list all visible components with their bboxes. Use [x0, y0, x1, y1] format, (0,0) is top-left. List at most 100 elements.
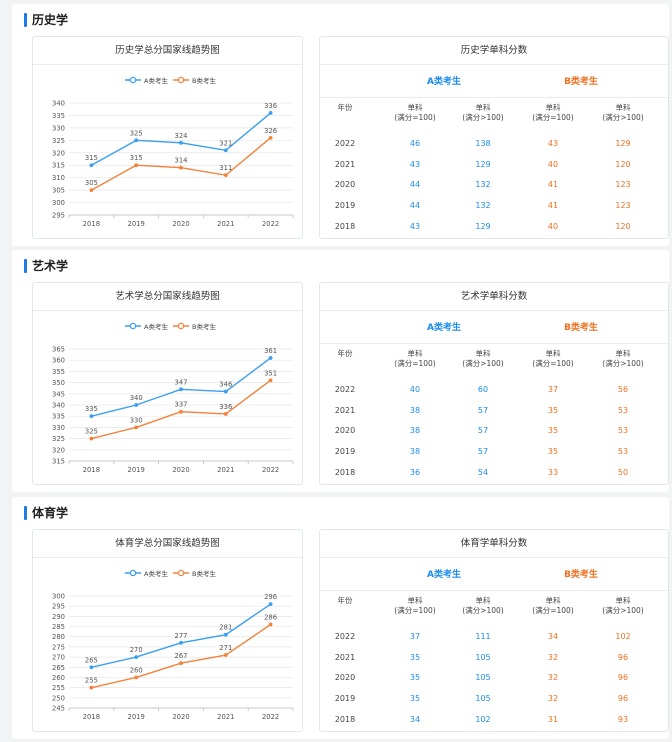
score-cell: 56: [617, 385, 629, 394]
col-header-label: 单科: [475, 596, 491, 605]
data-point[interactable]: [268, 378, 273, 383]
score-cell: 57: [477, 426, 489, 436]
table-row: 2020 44 132 41 123: [320, 175, 668, 195]
data-label: 324: [175, 132, 188, 140]
data-point[interactable]: [268, 602, 273, 607]
score-cell: 43: [547, 139, 559, 148]
year-cell: 2018: [334, 467, 356, 477]
y-tick-label: 270: [52, 654, 65, 662]
data-point[interactable]: [89, 163, 94, 168]
y-tick-label: 265: [52, 664, 65, 672]
col-header-label: 单科: [545, 596, 561, 605]
data-point[interactable]: [134, 403, 139, 407]
data-label: 337: [175, 401, 188, 409]
group-b-header: B类考生: [564, 323, 598, 333]
data-point[interactable]: [223, 148, 228, 153]
year-cell: 2020: [334, 673, 356, 683]
section-title: 艺术学: [24, 258, 68, 274]
table-row: 2018 34 102 31 93: [320, 710, 668, 730]
data-label: 296: [264, 593, 277, 601]
x-tick-label: 2021: [217, 713, 234, 721]
chart-legend[interactable]: A类考生 B类考生: [125, 569, 216, 578]
data-point[interactable]: [89, 414, 94, 419]
divider: [320, 590, 668, 591]
data-point[interactable]: [223, 632, 228, 637]
chart-legend[interactable]: A类考生 B类考生: [125, 322, 216, 331]
subject-section: 艺术学 艺术学总分国家线趋势图 A类考生 B类考生 315 320 325 330 335 340…: [12, 250, 669, 492]
data-point[interactable]: [223, 412, 228, 416]
data-point[interactable]: [223, 653, 228, 657]
data-point[interactable]: [268, 111, 273, 115]
data-label: 277: [175, 632, 188, 640]
data-point[interactable]: [179, 640, 183, 645]
year-cell: 2020: [334, 426, 356, 436]
score-cell: 43: [409, 221, 421, 231]
data-point[interactable]: [89, 685, 94, 690]
col-header-note: (满分>100): [602, 359, 644, 368]
data-label: 336: [219, 403, 232, 411]
data-label: 255: [85, 677, 98, 685]
legend-label: A类考生: [144, 322, 168, 331]
y-tick-label: 340: [52, 402, 65, 410]
score-cell: 34: [547, 632, 559, 641]
data-point[interactable]: [134, 163, 139, 168]
score-cell: 60: [477, 385, 489, 394]
col-header-label: 单科: [475, 103, 491, 112]
y-tick-label: 280: [52, 633, 65, 641]
section-title: 体育学: [24, 505, 68, 521]
score-cell: 46: [409, 139, 421, 148]
score-cell: 129: [615, 139, 631, 148]
data-point[interactable]: [179, 140, 183, 145]
table-title: 艺术学单科分数: [320, 283, 668, 311]
x-tick-label: 2018: [83, 220, 100, 228]
data-point[interactable]: [223, 389, 228, 394]
data-point[interactable]: [179, 661, 183, 666]
x-tick-label: 2022: [262, 466, 279, 474]
y-tick-label: 340: [52, 100, 65, 108]
section-title: 历史学: [24, 12, 68, 28]
data-point[interactable]: [223, 173, 228, 178]
y-tick-label: 310: [52, 174, 65, 182]
chart-legend[interactable]: A类考生 B类考生: [125, 76, 216, 85]
table-row: 2019 38 57 35 53: [320, 442, 668, 462]
col-header-note: (满分>100): [602, 113, 644, 122]
data-point[interactable]: [134, 675, 139, 680]
line-chart: A类考生 B类考生 245 250 255 260 265 270 275 280 285 290 29…: [52, 569, 294, 721]
data-point[interactable]: [134, 655, 139, 659]
score-cell: 37: [409, 632, 421, 641]
x-tick-label: 2019: [128, 220, 145, 228]
col-header-label: 单科: [545, 103, 561, 112]
data-label: 305: [85, 179, 98, 187]
y-tick-label: 275: [52, 643, 65, 651]
data-point[interactable]: [268, 135, 273, 140]
col-header-label: 单科: [615, 349, 631, 358]
legend-label: B类考生: [192, 569, 216, 578]
score-cell: 38: [409, 426, 421, 436]
score-cell: 35: [409, 673, 421, 683]
score-cell: 123: [615, 201, 631, 211]
data-label: 267: [175, 652, 188, 660]
score-cell: 53: [617, 447, 629, 457]
data-label: 314: [175, 157, 188, 165]
score-cell: 123: [615, 180, 631, 190]
y-tick-label: 325: [52, 435, 65, 443]
data-point[interactable]: [268, 356, 273, 360]
subject-section: 历史学 历史学总分国家线趋势图 A类考生 B类考生 295 300 305 310 315 320…: [12, 4, 669, 246]
table-row: 2020 38 57 35 53: [320, 421, 668, 441]
data-point[interactable]: [179, 387, 183, 392]
score-cell: 32: [547, 694, 559, 704]
data-point[interactable]: [134, 425, 139, 430]
legend-label: A类考生: [144, 76, 168, 85]
score-cell: 105: [475, 652, 491, 662]
data-label: 361: [264, 347, 277, 355]
y-tick-label: 350: [52, 379, 65, 387]
data-point[interactable]: [179, 409, 183, 414]
data-point[interactable]: [268, 622, 273, 627]
data-point[interactable]: [134, 138, 139, 143]
data-point[interactable]: [179, 165, 183, 170]
data-point[interactable]: [89, 188, 94, 193]
data-point[interactable]: [89, 436, 94, 441]
y-tick-label: 320: [52, 149, 65, 157]
legend-label: B类考生: [192, 322, 216, 331]
data-point[interactable]: [89, 665, 94, 670]
